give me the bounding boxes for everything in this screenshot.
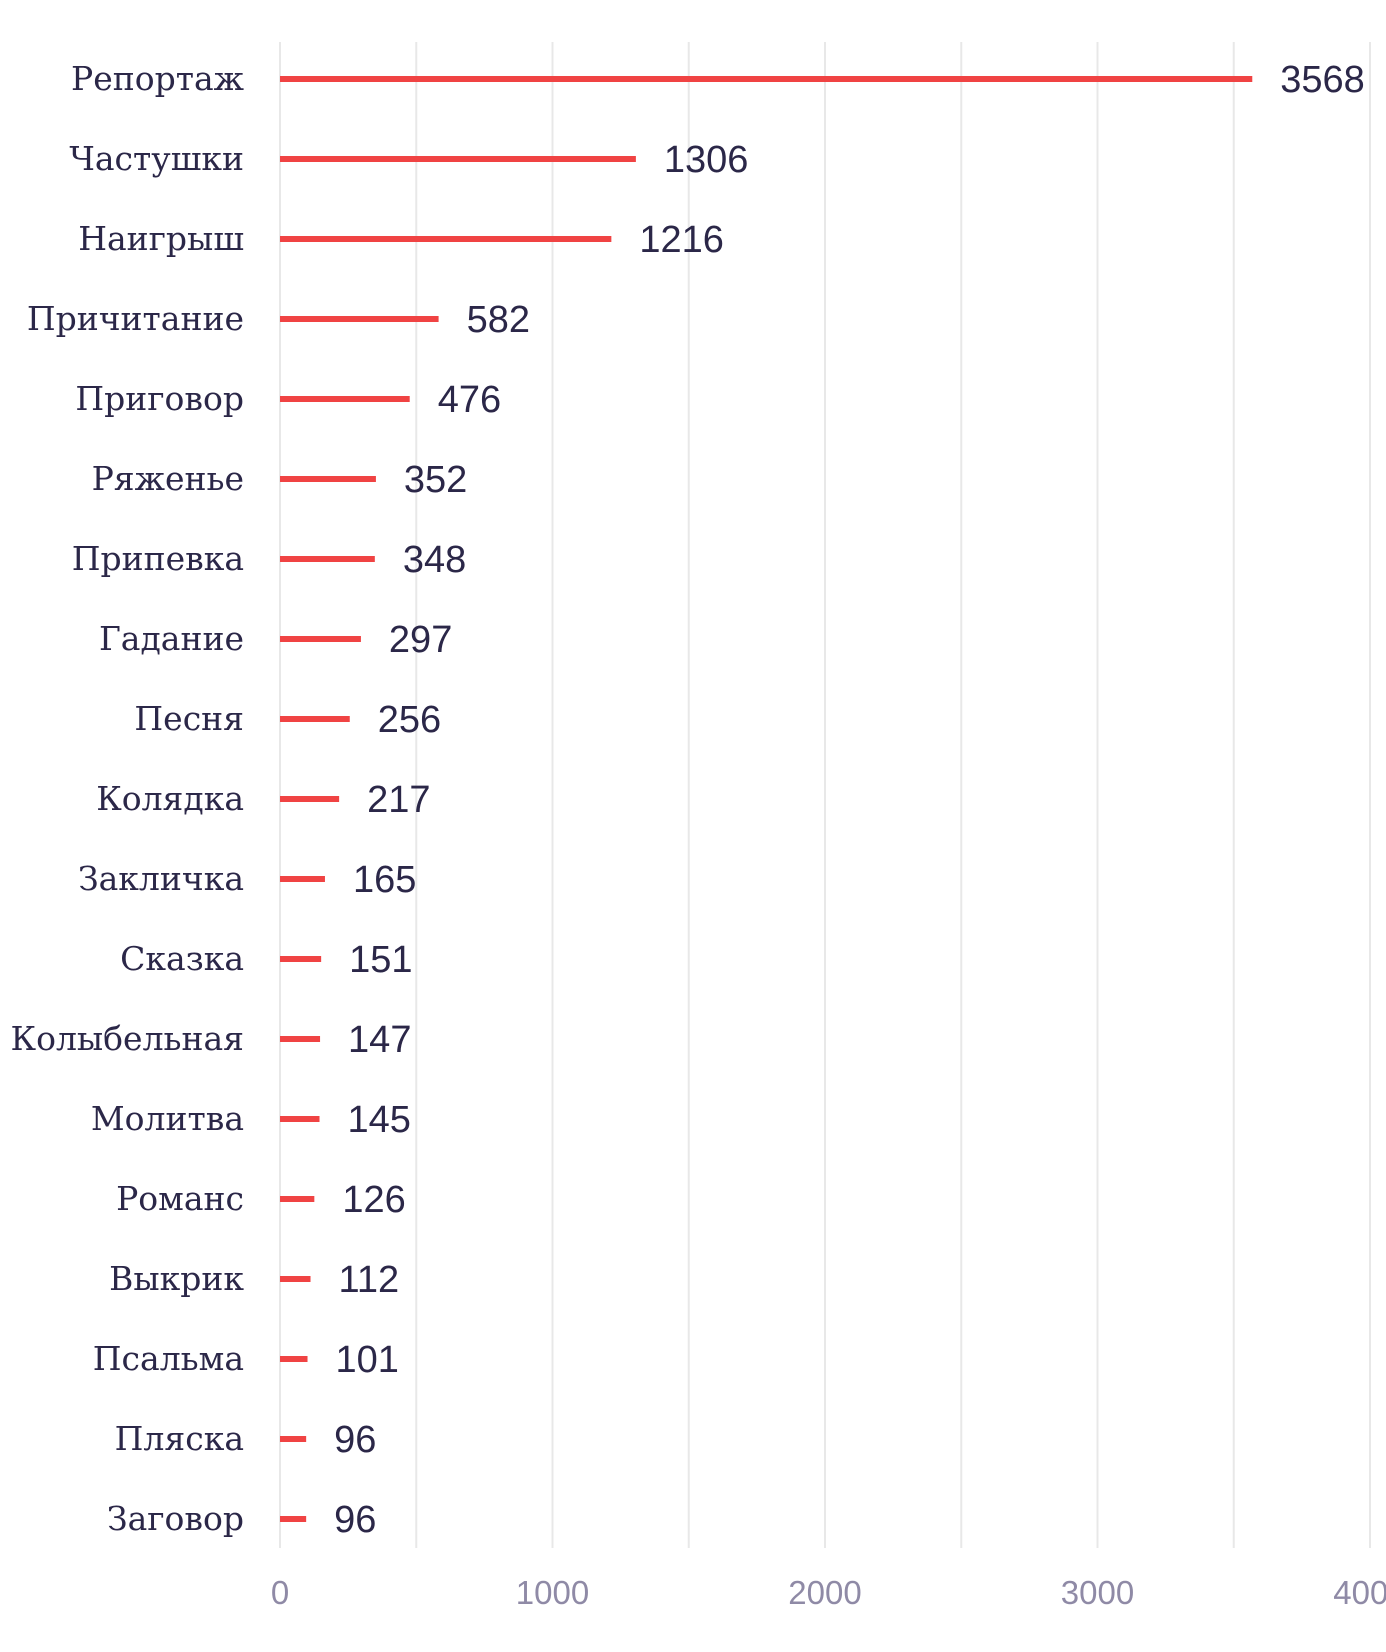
value-label: 165	[353, 859, 416, 901]
value-label: 256	[378, 699, 441, 741]
category-label: Причитание	[27, 299, 244, 338]
value-labels: 3568 1306 1216 582 476 352 348 297 256 217 165 151 1…	[334, 59, 1365, 1541]
x-tick-label: 4000	[1333, 1574, 1386, 1611]
value-label: 96	[334, 1419, 376, 1461]
value-label: 126	[342, 1179, 405, 1221]
category-label: Ряженье	[92, 459, 244, 498]
value-label: 112	[339, 1259, 400, 1301]
category-label: Молитва	[91, 1099, 244, 1138]
category-label: Припевка	[72, 539, 244, 578]
category-label: Колядка	[96, 779, 244, 818]
value-label: 217	[367, 779, 430, 821]
category-label: Пляска	[115, 1419, 244, 1458]
value-label: 348	[403, 539, 466, 581]
value-label: 352	[404, 459, 467, 501]
category-label: Наигрыш	[78, 219, 244, 258]
category-label: Сказка	[120, 939, 244, 978]
value-label: 96	[334, 1499, 376, 1541]
x-tick-label: 2000	[788, 1574, 861, 1611]
category-label: Репортаж	[71, 59, 244, 98]
category-label: Псальма	[93, 1339, 244, 1378]
category-label: Романс	[116, 1179, 244, 1218]
value-label: 151	[349, 939, 412, 981]
value-label: 147	[348, 1019, 411, 1061]
category-label: Частушки	[69, 139, 244, 178]
value-label: 1306	[664, 139, 749, 181]
value-label: 1216	[639, 219, 724, 261]
value-label: 101	[336, 1339, 399, 1381]
value-label: 476	[438, 379, 501, 421]
category-label: Колыбельная	[11, 1019, 244, 1058]
x-axis-ticks: 0 1000 2000 3000 4000	[271, 1574, 1386, 1611]
category-label: Приговор	[75, 379, 244, 418]
grid-lines	[279, 42, 1371, 1548]
category-label: Выкрик	[109, 1259, 244, 1298]
category-label: Заговор	[107, 1499, 244, 1538]
x-tick-label: 3000	[1061, 1574, 1134, 1611]
x-tick-label: 1000	[516, 1574, 589, 1611]
category-label: Закличка	[78, 859, 244, 898]
value-label: 297	[389, 619, 452, 661]
category-label: Гадание	[99, 619, 244, 658]
x-tick-label: 0	[271, 1574, 289, 1611]
value-label: 582	[467, 299, 530, 341]
value-label: 3568	[1280, 59, 1365, 101]
value-label: 145	[348, 1099, 411, 1141]
category-label: Песня	[134, 699, 244, 738]
bars	[280, 76, 1253, 1522]
category-labels: Репортаж Частушки Наигрыш Причитание Пригово…	[11, 59, 245, 1538]
